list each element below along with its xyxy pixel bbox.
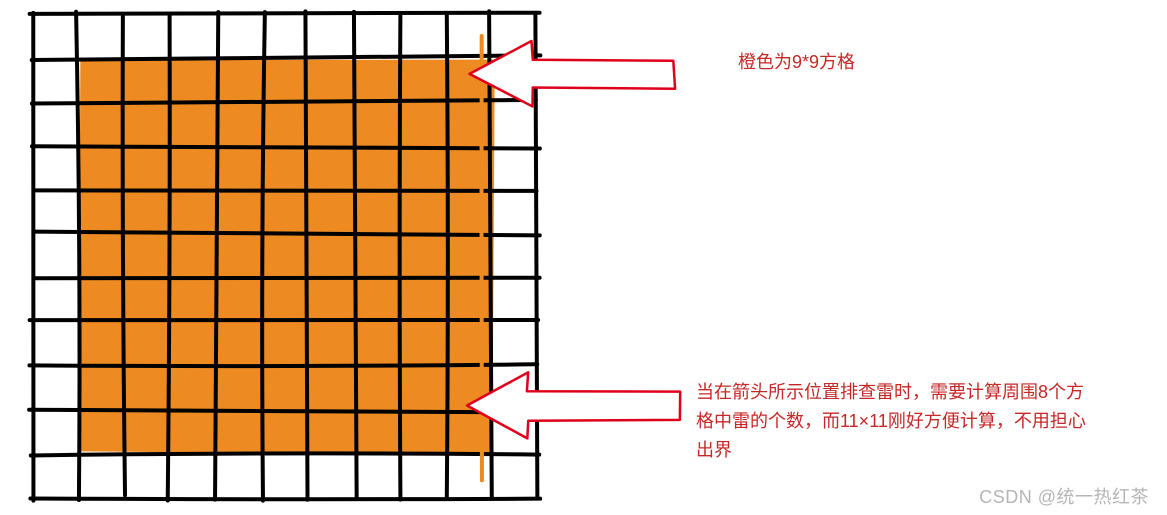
diagram-canvas: 橙色为9*9方格 当在箭头所示位置排查雷时，需要计算周围8个方格中雷的个数，而1… (0, 0, 1167, 515)
arrow-bottom (467, 372, 680, 438)
watermark: CSDN @统一热红茶 (979, 483, 1149, 509)
label-bottom: 当在箭头所示位置排查雷时，需要计算周围8个方格中雷的个数，而11×11刚好方便计… (696, 378, 1096, 464)
label-top: 橙色为9*9方格 (738, 48, 855, 77)
arrow-top (469, 41, 675, 106)
